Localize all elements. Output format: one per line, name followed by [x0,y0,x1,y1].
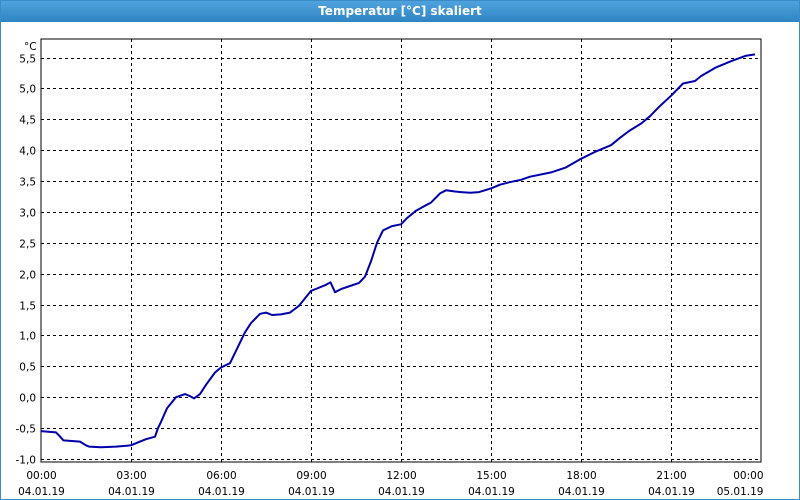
y-tick-label: -1,0 [16,455,37,467]
x-tick-date-label: 04.01.19 [378,486,425,498]
x-tick-time-label: 06:00 [206,470,236,482]
x-tick-date-label: 04.01.19 [198,486,245,498]
y-tick-label: 3,5 [19,177,36,189]
grid-lines [41,39,761,462]
window-title: Temperatur [°C] skaliert [1,1,799,22]
x-tick-date-label: 04.01.19 [108,486,155,498]
x-tick-date-label: 05.01.19 [717,486,764,498]
x-tick-time-label: 15:00 [476,470,506,482]
x-tick-date-label: 04.01.19 [18,486,65,498]
x-tick-time-label: 18:00 [566,470,596,482]
y-axis-ticks: -1,0 -0,5 0,0 0,5 1,0 1,5 2,0 2,5 3,0 3,5 4,0 4,5 5,… [16,54,37,467]
y-tick-label: 0,5 [19,362,36,374]
x-tick-date-label: 04.01.19 [288,486,335,498]
x-tick-date-label: 04.01.19 [468,486,515,498]
y-tick-label: 3,0 [19,208,36,220]
y-tick-label: -0,5 [16,424,37,436]
temperature-series-line [40,53,756,449]
y-tick-label: 4,0 [19,146,36,158]
y-tick-label: 4,5 [19,115,36,127]
y-tick-label: 2,5 [19,239,36,251]
y-tick-label: 2,0 [19,270,36,282]
x-tick-time-label: 12:00 [386,470,416,482]
x-tick-date-label: 04.01.19 [558,486,605,498]
x-tick-time-label: 00:00 [26,470,56,482]
x-tick-time-label: 21:00 [656,470,686,482]
y-tick-label: 1,0 [19,331,36,343]
y-tick-label: 5,0 [19,84,36,96]
y-tick-label: 1,5 [19,301,36,313]
x-tick-time-label: 00:00 [733,470,763,482]
x-tick-time-label: 09:00 [296,470,326,482]
y-tick-label: 0,0 [19,393,36,405]
x-axis-ticks: 00:00 04.01.19 03:00 04.01.19 06:00 04.01.19 0… [18,470,763,498]
x-tick-time-label: 03:00 [116,470,146,482]
y-tick-label: 5,5 [19,54,36,66]
y-axis-unit-label: °C [24,41,37,53]
x-tick-date-label: 04.01.19 [648,486,695,498]
